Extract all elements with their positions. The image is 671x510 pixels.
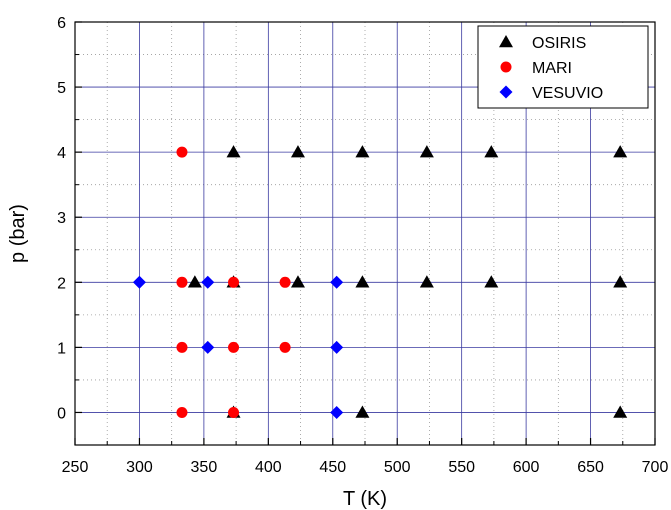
data-point-osiris xyxy=(613,405,627,417)
data-point-osiris xyxy=(291,145,305,157)
x-tick-labels: 250 300 350 400 450 500 550 600 650 700 xyxy=(62,459,669,476)
data-point-osiris xyxy=(613,275,627,287)
legend-label-mari: MARI xyxy=(532,60,572,77)
data-point-osiris xyxy=(484,145,498,157)
data-point-vesuvio xyxy=(330,406,343,419)
data-point-osiris xyxy=(613,145,627,157)
legend-label-vesuvio: VESUVIO xyxy=(532,85,603,102)
y-tick-label: 4 xyxy=(57,145,66,162)
data-point-mari xyxy=(176,407,187,418)
y-tick-label: 5 xyxy=(57,80,66,97)
data-point-osiris xyxy=(188,275,202,287)
data-point-osiris xyxy=(227,145,241,157)
y-tick-label: 1 xyxy=(57,340,66,357)
legend: OSIRIS MARI VESUVIO xyxy=(478,26,648,108)
y-tick-labels: 0 1 2 3 4 5 6 xyxy=(57,15,66,422)
data-point-mari xyxy=(280,277,291,288)
data-point-osiris xyxy=(420,145,434,157)
legend-label-osiris: OSIRIS xyxy=(532,35,586,52)
data-point-osiris xyxy=(420,275,434,287)
x-tick-label: 700 xyxy=(642,459,669,476)
data-point-mari xyxy=(228,407,239,418)
data-point-osiris xyxy=(484,275,498,287)
x-tick-label: 550 xyxy=(448,459,475,476)
data-point-vesuvio xyxy=(330,276,343,289)
series-osiris xyxy=(188,145,627,418)
data-point-vesuvio xyxy=(201,341,214,354)
x-tick-label: 300 xyxy=(126,459,153,476)
data-point-mari xyxy=(176,342,187,353)
data-point-osiris xyxy=(355,275,369,287)
x-tick-label: 400 xyxy=(255,459,282,476)
data-point-mari xyxy=(176,277,187,288)
legend-marker-mari xyxy=(501,62,512,73)
y-axis-title: p (bar) xyxy=(7,204,29,263)
x-tick-label: 350 xyxy=(191,459,218,476)
y-tick-label: 3 xyxy=(57,210,66,227)
data-point-vesuvio xyxy=(330,341,343,354)
x-axis-title: T (K) xyxy=(343,488,387,510)
data-point-mari xyxy=(228,342,239,353)
x-tick-label: 450 xyxy=(319,459,346,476)
x-tick-label: 650 xyxy=(577,459,604,476)
x-tick-label: 250 xyxy=(62,459,89,476)
data-point-osiris xyxy=(355,405,369,417)
data-point-osiris xyxy=(291,275,305,287)
data-point-vesuvio xyxy=(201,276,214,289)
data-point-mari xyxy=(280,342,291,353)
x-tick-label: 600 xyxy=(513,459,540,476)
data-point-vesuvio xyxy=(133,276,146,289)
data-point-mari xyxy=(228,277,239,288)
y-tick-label: 2 xyxy=(57,275,66,292)
x-tick-label: 500 xyxy=(384,459,411,476)
y-tick-label: 0 xyxy=(57,405,66,422)
y-tick-label: 6 xyxy=(57,15,66,32)
data-point-mari xyxy=(176,147,187,158)
data-point-osiris xyxy=(355,145,369,157)
